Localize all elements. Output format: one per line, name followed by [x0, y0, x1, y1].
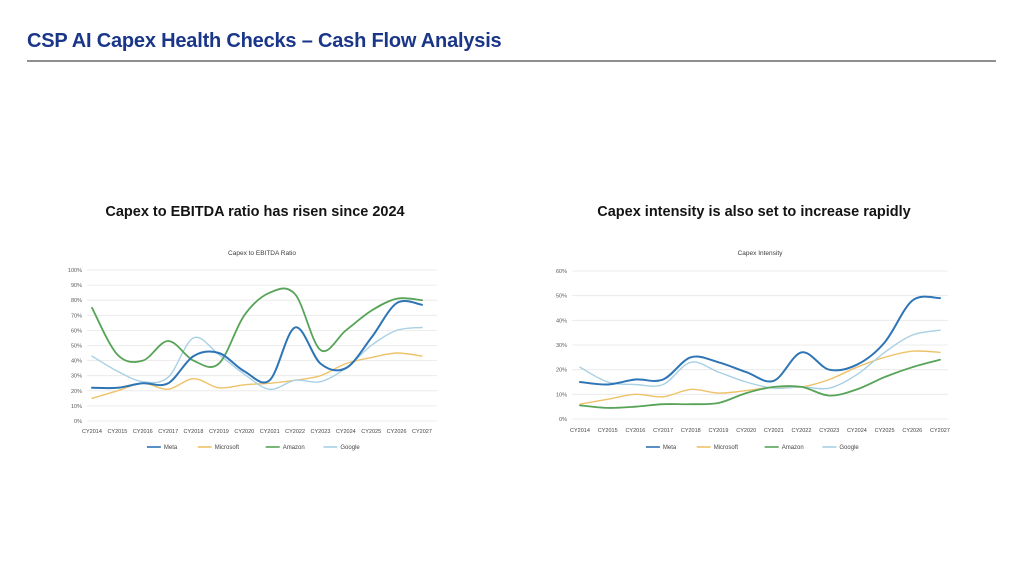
capex-intensity-heading: Capex intensity is also set to increase … — [597, 204, 911, 220]
y-axis-label: 30% — [556, 343, 567, 349]
x-axis-label: CY2020 — [736, 428, 756, 434]
x-axis-label: CY2016 — [133, 429, 153, 435]
y-axis-label: 40% — [556, 318, 567, 324]
legend-label: Google — [839, 445, 859, 451]
x-axis-label: CY2018 — [184, 429, 204, 435]
legend-label: Amazon — [782, 445, 804, 451]
legend-label: Amazon — [283, 445, 305, 451]
capex-ebitda-heading: Capex to EBITDA ratio has risen since 20… — [105, 204, 405, 220]
x-axis-label: CY2024 — [336, 429, 356, 435]
legend-label: Google — [340, 445, 360, 451]
legend-item-amazon: Amazon — [265, 445, 305, 451]
x-axis-label: CY2022 — [792, 428, 812, 434]
x-axis-label: CY2019 — [709, 428, 729, 434]
x-axis-label: CY2019 — [209, 429, 229, 435]
legend-item-google: Google — [323, 445, 360, 451]
y-axis-label: 100% — [68, 268, 82, 274]
legend-item-microsoft: Microsoft — [197, 445, 240, 451]
y-axis-label: 10% — [71, 404, 82, 410]
y-axis-label: 80% — [71, 298, 82, 304]
capex-to-ebitda-chart: Capex to EBITDA Ratio 0% 10% 20% 30% 40% 50% 60… — [68, 250, 437, 451]
x-axis-label: CY2021 — [764, 428, 784, 434]
x-axis-label: CY2014 — [570, 428, 590, 434]
legend-item-google: Google — [822, 445, 859, 451]
x-axis-label: CY2017 — [158, 429, 178, 435]
series-line-google — [579, 329, 941, 390]
x-axis-label: CY2021 — [260, 429, 280, 435]
series-line-meta — [91, 300, 423, 390]
y-axis-label: 40% — [71, 359, 82, 365]
y-axis-label: 10% — [556, 392, 567, 398]
y-axis-label: 50% — [71, 344, 82, 350]
legend-label: Meta — [663, 445, 677, 451]
x-axis-label: CY2017 — [653, 428, 673, 434]
x-axis-label: CY2018 — [681, 428, 701, 434]
x-axis-label: CY2027 — [930, 428, 950, 434]
y-axis-label: 70% — [71, 313, 82, 319]
y-axis-label: 60% — [71, 328, 82, 334]
y-axis-label: 0% — [559, 417, 567, 423]
series-line-meta — [579, 295, 941, 386]
x-axis-label: CY2027 — [412, 429, 432, 435]
y-axis-label: 20% — [71, 389, 82, 395]
series-line-microsoft — [579, 350, 941, 405]
x-axis-label: CY2015 — [107, 429, 127, 435]
y-axis-label: 30% — [71, 374, 82, 380]
series-line-google — [91, 326, 423, 391]
x-axis-label: CY2022 — [285, 429, 305, 435]
x-axis-label: CY2016 — [625, 428, 645, 434]
x-axis-label: CY2014 — [82, 429, 102, 435]
x-axis-label: CY2025 — [875, 428, 895, 434]
page-title: CSP AI Capex Health Checks – Cash Flow A… — [27, 30, 502, 52]
series-line-amazon — [579, 358, 941, 409]
x-axis-label: CY2015 — [598, 428, 618, 434]
y-axis-label: 0% — [74, 419, 82, 425]
x-axis-label: CY2023 — [819, 428, 839, 434]
legend-item-microsoft: Microsoft — [696, 445, 739, 451]
chart-title: Capex Intensity — [738, 250, 784, 257]
legend-item-meta: Meta — [645, 445, 677, 451]
x-axis-label: CY2020 — [234, 429, 254, 435]
legend-label: Microsoft — [714, 445, 739, 451]
legend-item-amazon: Amazon — [764, 445, 804, 451]
capex-intensity-chart: Capex Intensity 0% 10% 20% 30% 40% 50% 60% CY201… — [556, 250, 950, 451]
x-axis-label: CY2025 — [361, 429, 381, 435]
y-axis-label: 90% — [71, 283, 82, 289]
series-line-amazon — [91, 287, 423, 368]
x-axis-label: CY2026 — [387, 429, 407, 435]
x-axis-label: CY2024 — [847, 428, 867, 434]
x-axis-label: CY2026 — [902, 428, 922, 434]
chart-title: Capex to EBITDA Ratio — [228, 250, 296, 257]
y-axis-label: 60% — [556, 269, 567, 275]
x-axis-label: CY2023 — [311, 429, 331, 435]
y-axis-label: 20% — [556, 368, 567, 374]
y-axis-label: 50% — [556, 294, 567, 300]
legend-label: Meta — [164, 445, 178, 451]
title-underline — [27, 60, 996, 62]
legend-item-meta: Meta — [146, 445, 178, 451]
legend-label: Microsoft — [215, 445, 240, 451]
